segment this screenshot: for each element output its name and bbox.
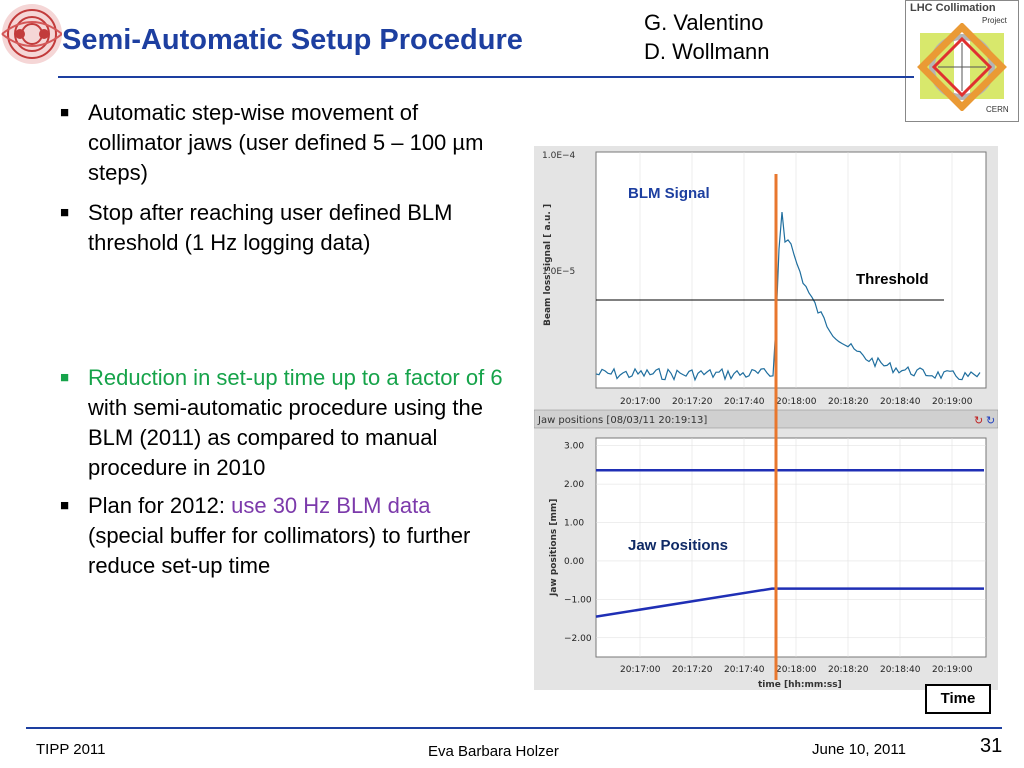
blm-xtick: 20:19:00	[932, 397, 973, 407]
logo-cern: CERN	[986, 105, 1009, 114]
jaw-ytick: 0.00	[564, 557, 584, 567]
jaw-xtick: 20:19:00	[932, 665, 973, 675]
time-label-box: Time	[925, 684, 991, 714]
jaw-lower-series	[595, 587, 984, 618]
logo-project: Project	[982, 16, 1007, 25]
blm-signal-series	[595, 211, 981, 382]
jaw-xtick: 20:18:20	[828, 665, 869, 675]
jaw-xtick: 20:18:40	[880, 665, 921, 675]
bullet-text: Automatic step-wise movement of collimat…	[88, 100, 484, 185]
charts-panel: Beam loss signal [ a.u. ] 1.0E−4 1.0E−5 …	[534, 146, 998, 690]
author-2: D. Wollmann	[644, 39, 770, 64]
blm-xtick: 20:18:20	[828, 397, 869, 407]
jaw-xtick: 20:17:40	[724, 665, 765, 675]
footer-conference: TIPP 2011	[36, 741, 106, 758]
jaw-x-label: time [hh:mm:ss]	[758, 680, 842, 690]
bullet-highlight: use 30 Hz BLM data	[231, 493, 431, 518]
bullet-list-1: ■ Automatic step-wise movement of collim…	[60, 98, 508, 264]
blm-xtick: 20:17:40	[724, 397, 765, 407]
lhc-collimation-logo: LHC Collimation Project CERN	[905, 0, 1019, 122]
footer-date: June 10, 2011	[812, 741, 906, 758]
bullet-text: Stop after reaching user defined BLM thr…	[88, 200, 453, 255]
blm-xtick: 20:18:00	[776, 397, 817, 407]
blm-y-label: Beam loss signal [ a.u. ]	[543, 204, 553, 326]
author-1: G. Valentino	[644, 10, 764, 35]
logo-graphic	[917, 23, 1007, 111]
blm-xtick: 20:18:40	[880, 397, 921, 407]
bullet-marker-icon: ■	[60, 104, 70, 121]
jaw-ytick: 1.00	[564, 519, 584, 529]
slide-title: Semi-Automatic Setup Procedure	[62, 24, 523, 56]
threshold-label: Threshold	[856, 271, 929, 288]
blm-ytick-1: 1.0E−5	[542, 267, 575, 277]
title-divider	[58, 76, 914, 78]
bullet-marker-icon: ■	[60, 369, 70, 386]
jaw-plot-title: Jaw positions [08/03/11 20:19:13]	[537, 415, 707, 426]
bullet-text: with semi-automatic procedure using the …	[88, 395, 483, 480]
settings-icon[interactable]: ↻	[986, 414, 995, 427]
bullet-item: ■ Stop after reaching user defined BLM t…	[60, 198, 508, 258]
bullet-item: ■ Automatic step-wise movement of collim…	[60, 98, 508, 188]
bullet-text: Plan for 2012:	[88, 493, 232, 518]
jaw-positions-label: Jaw Positions	[628, 537, 728, 554]
bullet-list-2: ■ Reduction in set-up time up to a facto…	[60, 363, 508, 587]
blm-xtick: 20:17:20	[672, 397, 713, 407]
jaw-xtick: 20:17:00	[620, 665, 661, 675]
page-number: 31	[980, 735, 1003, 757]
jaw-xtick: 20:18:00	[776, 665, 817, 675]
bullet-highlight: Reduction in set-up time up to a factor …	[88, 365, 503, 390]
logo-title: LHC Collimation	[910, 2, 996, 14]
jaw-ytick: 2.00	[564, 480, 584, 490]
bullet-marker-icon: ■	[60, 204, 70, 221]
jaw-ytick: −1.00	[564, 595, 592, 605]
jaw-ytick: −2.00	[564, 634, 592, 644]
authors: G. Valentino D. Wollmann	[644, 8, 770, 66]
jaw-plot-header	[534, 409, 998, 429]
refresh-icon[interactable]: ↻	[974, 414, 983, 427]
bullet-marker-icon: ■	[60, 497, 70, 514]
bullet-item: ■ Reduction in set-up time up to a facto…	[60, 363, 508, 483]
bullet-item: ■ Plan for 2012: use 30 Hz BLM data (spe…	[60, 491, 508, 581]
blm-xtick: 20:17:00	[620, 397, 661, 407]
jaw-xtick: 20:17:20	[672, 665, 713, 675]
jaw-plot-area	[595, 437, 987, 658]
cern-rings-logo	[1, 4, 62, 64]
jaw-y-label: Jaw positions [mm]	[549, 499, 559, 597]
jaw-ytick: 3.00	[564, 442, 584, 452]
blm-ytick-0: 1.0E−4	[542, 151, 576, 161]
bullet-text: (special buffer for collimators) to furt…	[88, 523, 471, 578]
footer-divider	[26, 727, 1002, 729]
blm-signal-label: BLM Signal	[628, 185, 710, 202]
blm-plot-area	[595, 151, 987, 389]
footer-author: Eva Barbara Holzer	[428, 743, 559, 760]
